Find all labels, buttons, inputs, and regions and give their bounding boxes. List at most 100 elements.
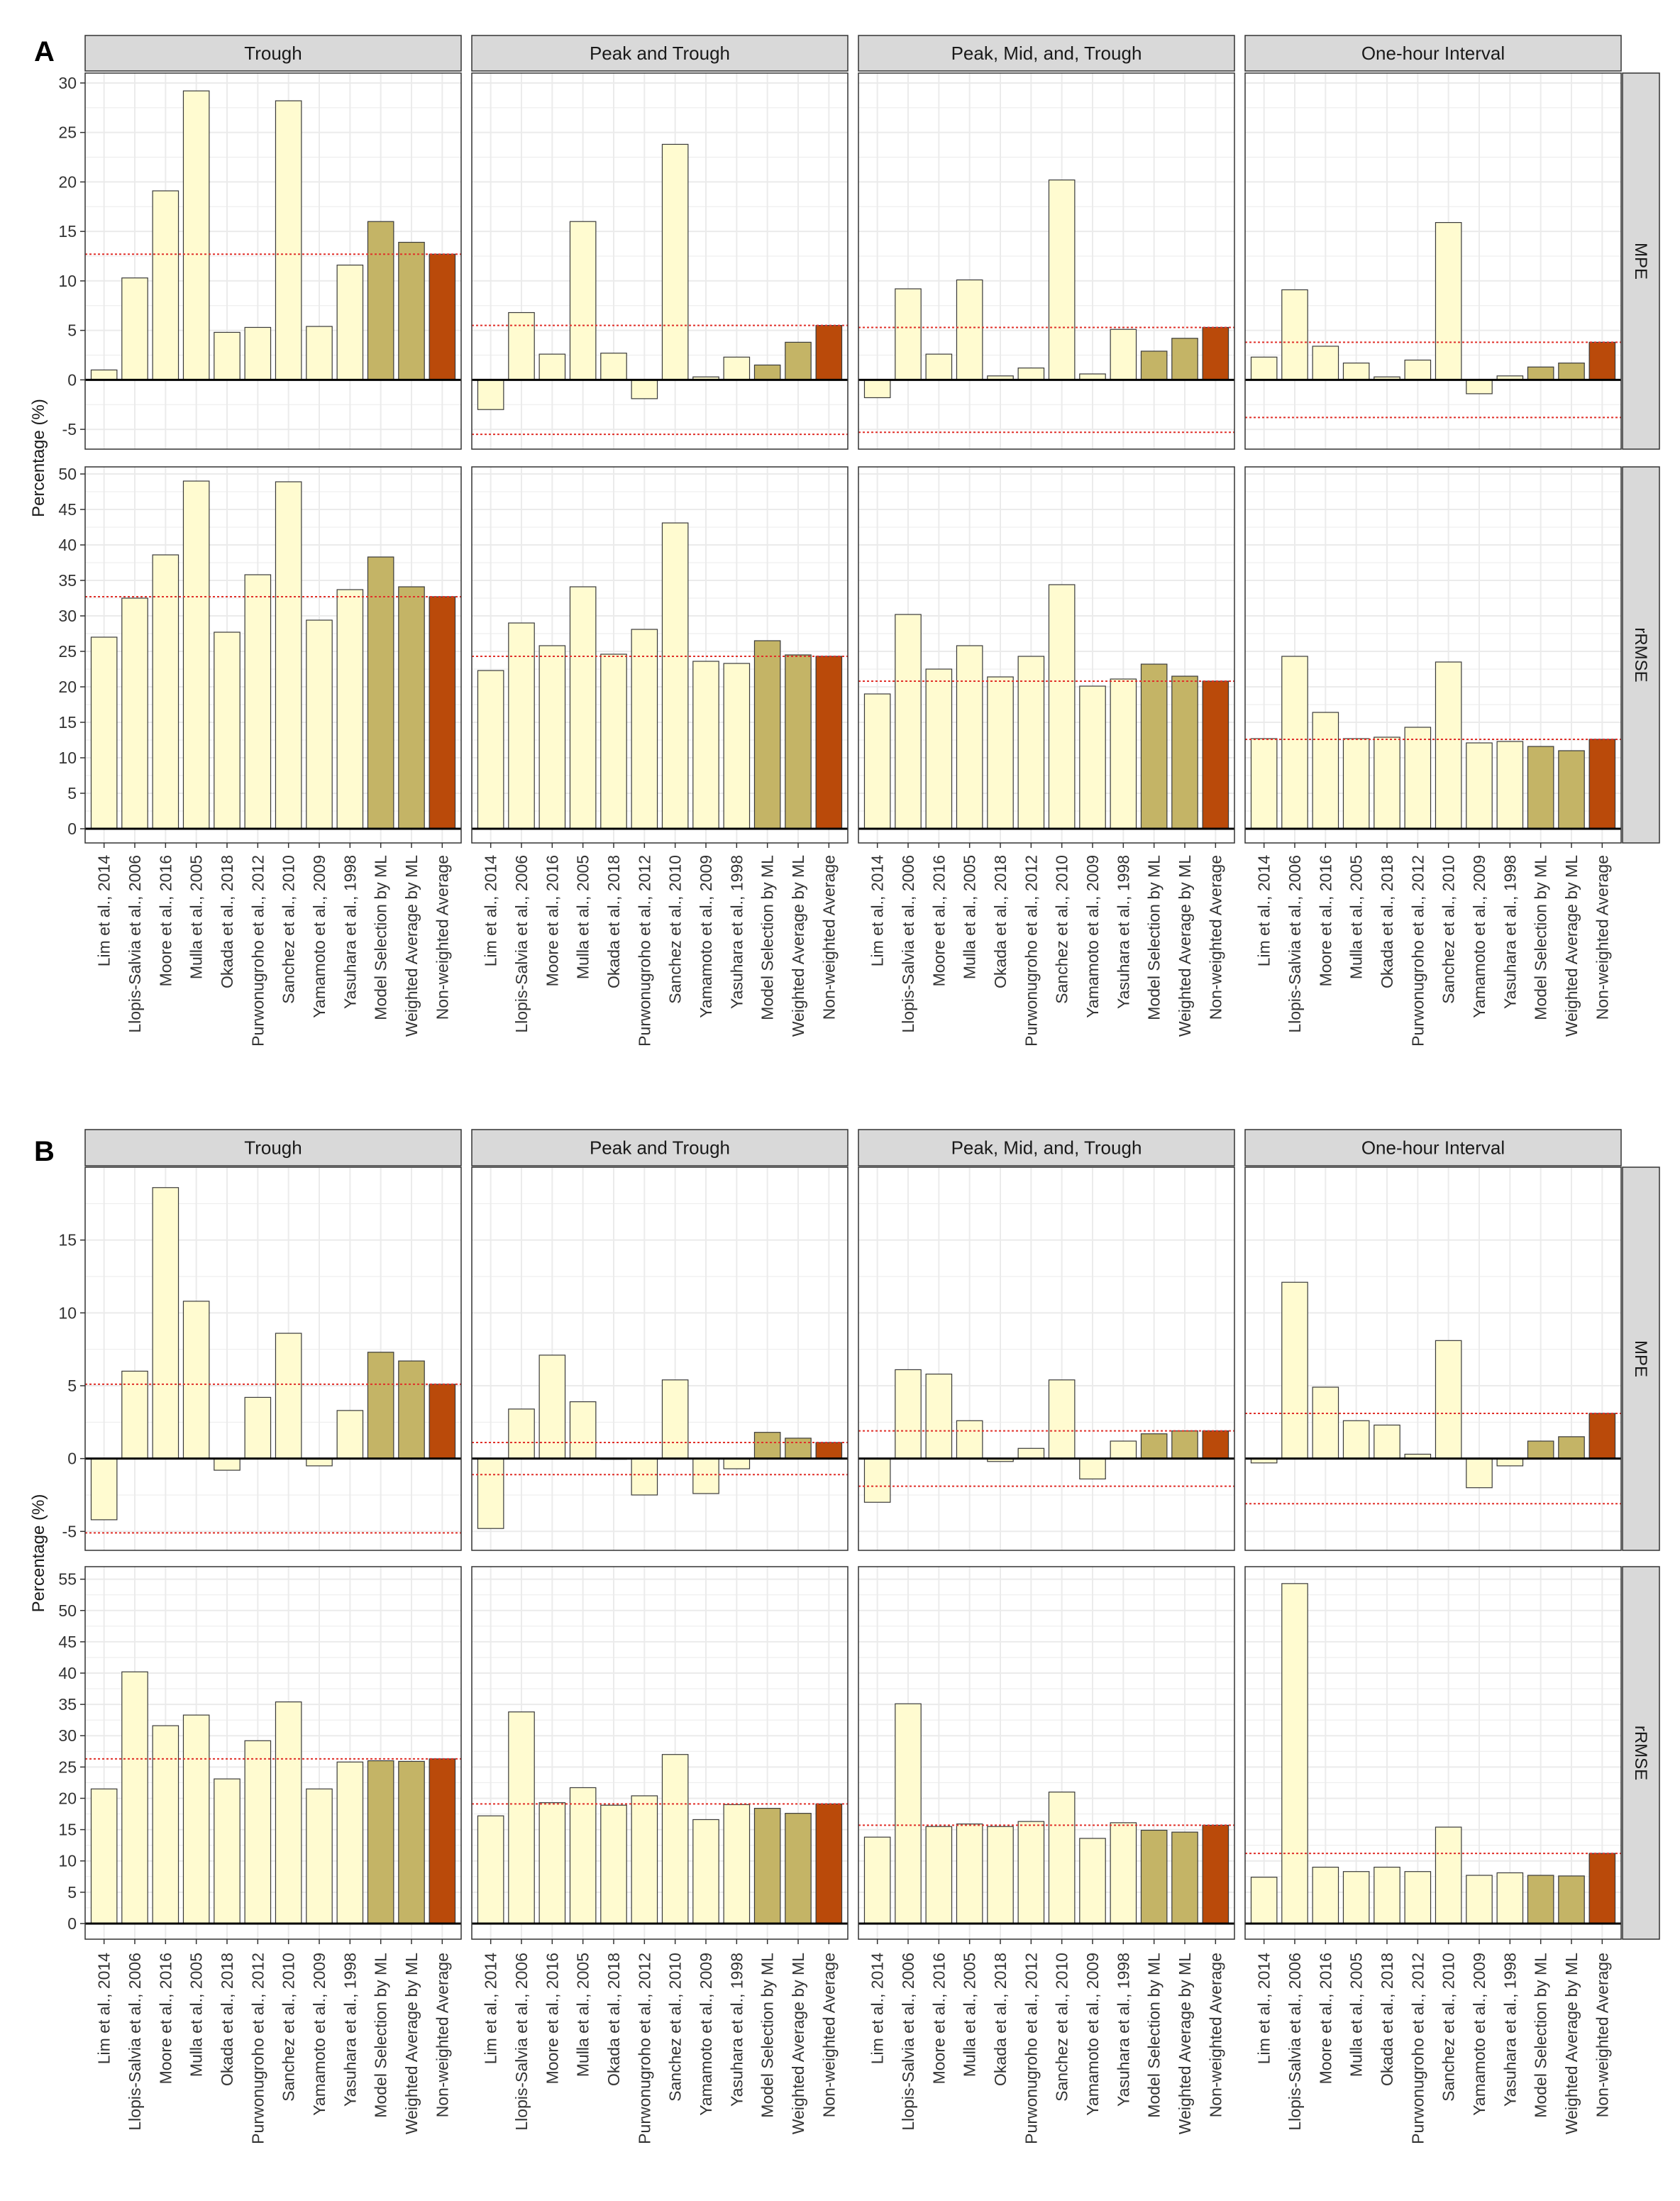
- x-tick-label: Mulla et al., 2005: [961, 1953, 979, 2077]
- facet-title: Peak, Mid, and, Trough: [951, 1137, 1142, 1159]
- x-tick-label: Mulla et al., 2005: [1347, 855, 1366, 979]
- y-tick-label: 10: [58, 272, 77, 290]
- bar: [1312, 1386, 1339, 1460]
- bar: [1048, 584, 1076, 829]
- facet-strip: [84, 35, 462, 72]
- x-tick-label: Yasuhara et al., 1998: [1501, 855, 1519, 1009]
- y-tick-label: 0: [67, 1914, 77, 1933]
- x-tick-label: Weighted Average by ML: [1176, 1953, 1194, 2134]
- y-tick-label: 10: [58, 1852, 77, 1870]
- bar: [956, 279, 983, 380]
- bar: [1017, 656, 1045, 829]
- panel-border: [84, 1166, 462, 1551]
- x-tick-label: Yasuhara et al., 1998: [1114, 1953, 1132, 2107]
- bar: [182, 1301, 210, 1460]
- x-tick-label: Model Selection by ML: [372, 1953, 390, 2118]
- facet-panel-rrmse-4: [1244, 466, 1622, 844]
- x-tick-label: Mulla et al., 2005: [574, 1953, 592, 2077]
- x-tick-label: Sanchez et al., 2010: [666, 855, 685, 1004]
- bar: [753, 1432, 781, 1460]
- x-tick-label: Moore et al., 2016: [1316, 1953, 1334, 2084]
- bar: [538, 645, 566, 829]
- x-tick-label: Purwonugroho et al., 2012: [1022, 1953, 1040, 2144]
- y-tick-label: 15: [58, 1231, 77, 1250]
- bar: [121, 1370, 148, 1460]
- bar: [538, 353, 566, 380]
- bar: [306, 619, 333, 829]
- bar: [1140, 351, 1168, 380]
- bar: [182, 90, 210, 380]
- bar: [1110, 329, 1137, 380]
- facet-title: One-hour Interval: [1361, 43, 1505, 64]
- x-tick-label: Purwonugroho et al., 2012: [1022, 855, 1040, 1047]
- bar: [1250, 356, 1278, 380]
- x-tick-label: Non-weighted Average: [819, 1953, 838, 2117]
- x-tick-label: Yasuhara et al., 1998: [727, 1953, 746, 2107]
- bar: [336, 589, 364, 829]
- bar: [723, 356, 751, 380]
- bar: [1466, 379, 1493, 395]
- bar: [214, 331, 241, 380]
- bar: [1110, 1440, 1137, 1460]
- y-tick-label: 30: [58, 74, 77, 92]
- x-tick-label: Yamamoto et al., 2009: [1470, 855, 1488, 1018]
- bar: [692, 1458, 719, 1494]
- bar: [1048, 1379, 1076, 1460]
- y-tick-label: 25: [58, 123, 77, 142]
- bar: [569, 586, 597, 829]
- row-strip: [1622, 466, 1660, 844]
- bar: [1374, 1424, 1400, 1460]
- bar: [1017, 1821, 1045, 1924]
- bar: [987, 1826, 1014, 1924]
- panel-border: [1244, 1566, 1622, 1940]
- bar: [815, 656, 843, 829]
- x-tick-label: Non-weighted Average: [433, 1953, 451, 2117]
- bar: [1171, 338, 1198, 380]
- x-tick-label: Sanchez et al., 2010: [280, 855, 298, 1004]
- bar: [1202, 1430, 1229, 1460]
- bar: [1079, 1458, 1106, 1479]
- facet-strip: [84, 1129, 462, 1166]
- y-tick-label: 40: [58, 536, 77, 554]
- x-tick-label: Yasuhara et al., 1998: [1501, 1953, 1519, 2107]
- x-tick-label: Sanchez et al., 2010: [280, 1953, 298, 2102]
- x-tick-label: Purwonugroho et al., 2012: [248, 855, 267, 1047]
- facet-title: Trough: [244, 1137, 302, 1159]
- bar: [1588, 1413, 1616, 1460]
- x-tick-label: Non-weighted Average: [1206, 855, 1225, 1020]
- y-tick-label: 20: [58, 1789, 77, 1807]
- bar: [785, 654, 812, 829]
- bar: [661, 522, 689, 829]
- row-strip-label: MPE: [1631, 243, 1650, 280]
- y-tick-label: 5: [67, 784, 77, 802]
- bar: [90, 1458, 118, 1521]
- x-tick-label: Lim et al., 2014: [868, 855, 887, 966]
- bar: [1048, 1792, 1076, 1924]
- x-tick-label: Lim et al., 2014: [95, 855, 114, 966]
- bar: [1435, 222, 1462, 380]
- bar: [753, 1807, 781, 1924]
- bar: [863, 1836, 891, 1924]
- bar: [477, 1815, 504, 1924]
- bar: [1558, 363, 1585, 380]
- facet-panel-mpe-2: [471, 1166, 849, 1551]
- bar: [1312, 712, 1339, 829]
- x-tick-label: Moore et al., 2016: [156, 1953, 175, 2084]
- y-tick-label: 15: [58, 222, 77, 241]
- x-tick-label: Yamamoto et al., 2009: [310, 1953, 328, 2116]
- bar: [367, 221, 394, 380]
- x-tick-label: Okada et al., 2018: [218, 855, 236, 988]
- bar: [1558, 1875, 1585, 1924]
- facet-title: Peak and Trough: [590, 1137, 730, 1159]
- x-tick-label: Purwonugroho et al., 2012: [635, 1953, 653, 2144]
- y-tick-label: 35: [58, 1695, 77, 1714]
- x-tick-label: Sanchez et al., 2010: [1053, 1953, 1071, 2102]
- x-tick-label: Yasuhara et al., 1998: [727, 855, 746, 1009]
- panel-border: [1244, 466, 1622, 844]
- bar: [1048, 180, 1076, 380]
- y-tick-label: 10: [58, 1303, 77, 1322]
- bar: [785, 1438, 812, 1460]
- facet-panel-rrmse-2: [471, 1566, 849, 1940]
- x-tick-label: Non-weighted Average: [1593, 855, 1611, 1020]
- x-tick-label: Sanchez et al., 2010: [1053, 855, 1071, 1004]
